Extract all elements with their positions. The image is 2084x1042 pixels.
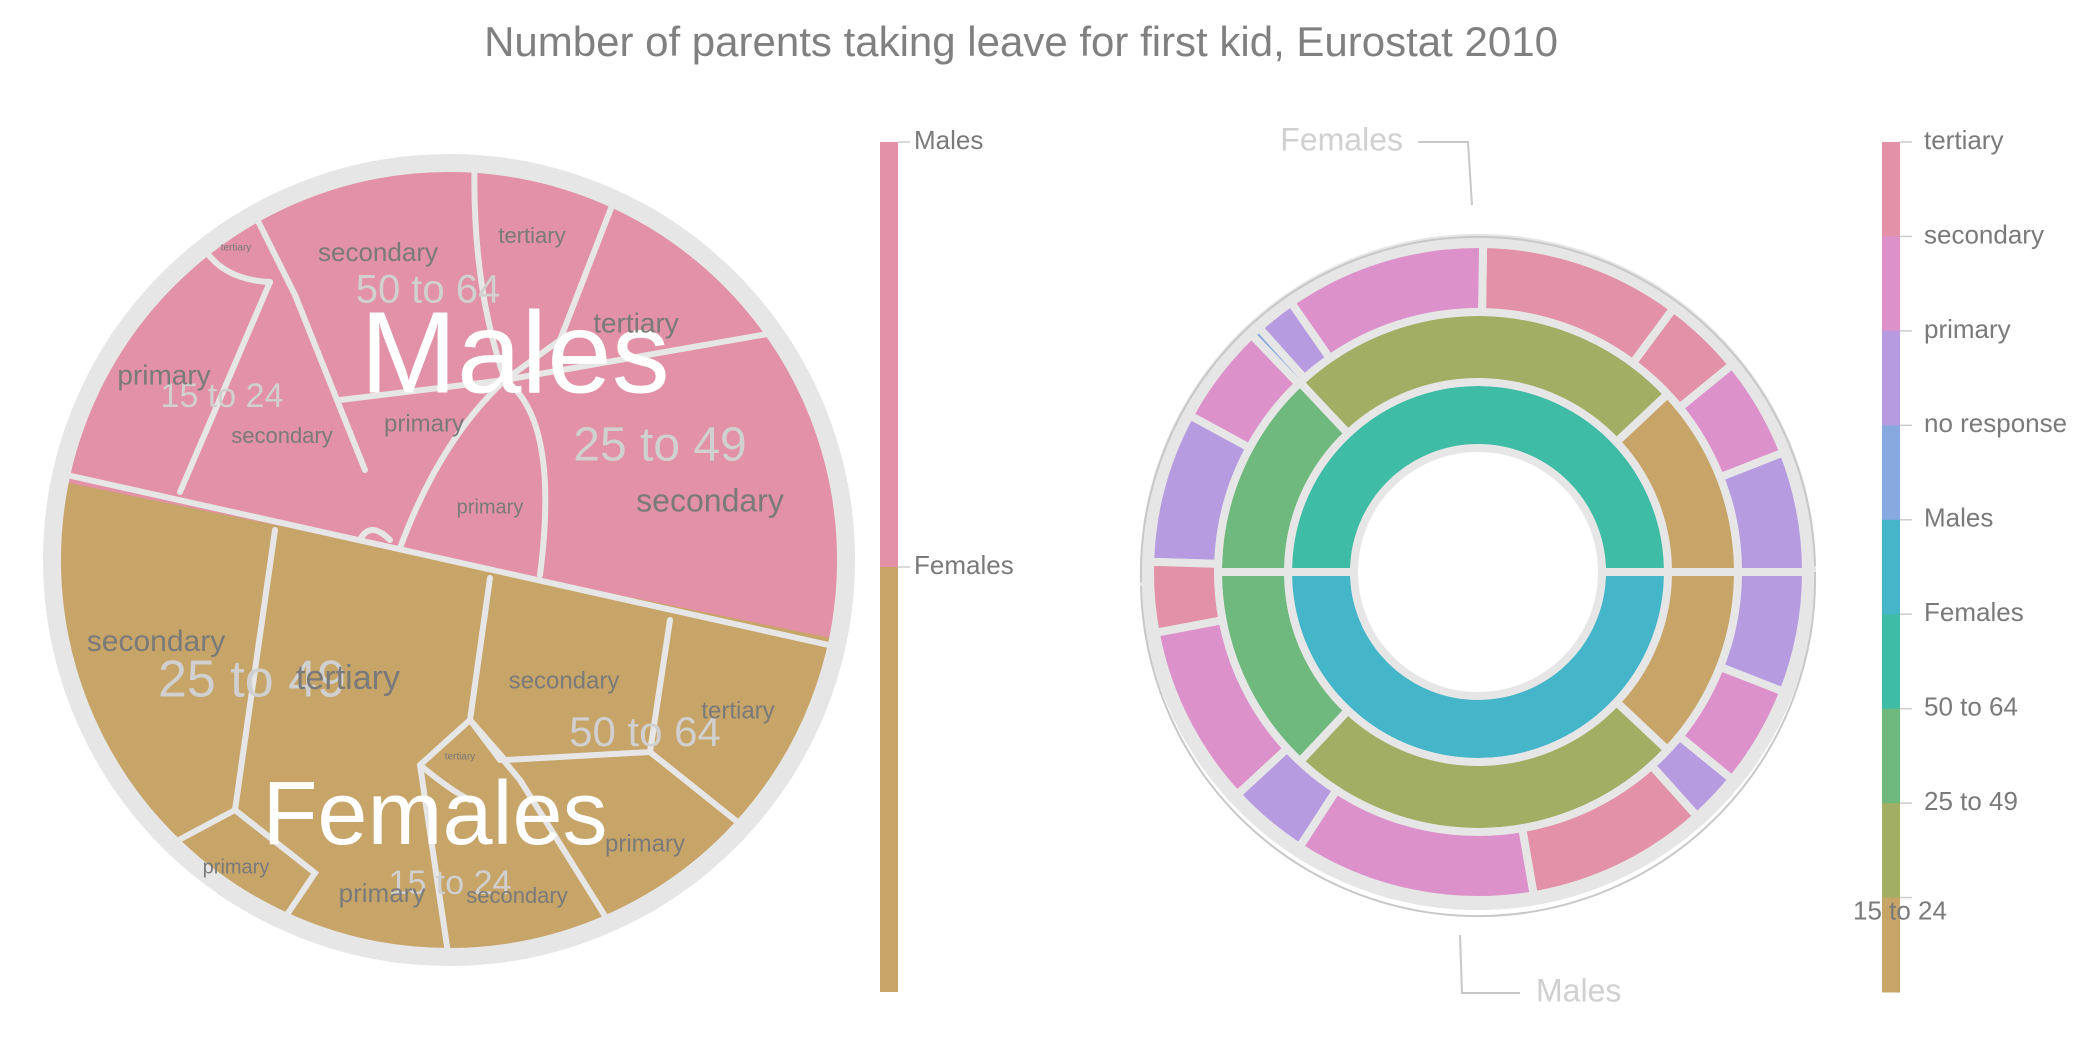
treemap-label-education: tertiary — [593, 307, 679, 338]
legend-swatch — [1882, 803, 1900, 899]
annotation-males: Males — [1536, 972, 1621, 1008]
treemap-cell-border — [467, 717, 503, 763]
treemap-label-education: tertiary — [498, 223, 565, 248]
treemap-label-education: primary — [203, 856, 270, 878]
treemap-legend: Males Females — [880, 125, 1014, 992]
legend-swatch-females — [880, 567, 898, 992]
treemap-cell-border — [502, 182, 623, 383]
legend-label: secondary — [1924, 219, 2044, 249]
legend-swatch — [1882, 897, 1900, 993]
treemap-label-education: primary — [605, 830, 685, 857]
legend-label: primary — [1924, 314, 2011, 344]
treemap-label-education: secondary — [509, 667, 620, 694]
treemap-label-education: secondary — [87, 625, 225, 658]
treemap-outer-border — [43, 154, 855, 966]
legend-swatch — [1882, 142, 1900, 237]
sunburst-chart: Females Males — [1139, 121, 1817, 1008]
treemap-label-education: secondary — [636, 482, 784, 518]
legend-swatch — [1882, 708, 1900, 804]
treemap-label-education: primary — [384, 410, 464, 437]
treemap-label-education: primary — [339, 878, 426, 908]
treemap-label-age: 15 to 24 — [389, 864, 512, 902]
treemap-cell-border — [471, 155, 508, 383]
treemap-label-age: 50 to 64 — [569, 708, 721, 755]
treemap-label-age: 25 to 49 — [573, 419, 746, 472]
treemap-cell-border — [357, 527, 393, 543]
treemap-label-females: Females — [262, 764, 607, 864]
treemap-cell-border — [202, 247, 273, 285]
legend-label-males: Males — [914, 125, 983, 155]
treemap-cell-border — [647, 617, 673, 755]
chart-title: Number of parents taking leave for first… — [484, 18, 1558, 65]
sunburst-bracket-females — [1139, 235, 1816, 583]
sunburst-hole — [1356, 450, 1600, 694]
legend-label: 15 to 24 — [1853, 895, 1947, 925]
treemap-label-education: secondary — [466, 883, 568, 908]
legend-label: 50 to 64 — [1924, 692, 2018, 722]
treemap-chart: Males Females 50 to 64 15 to 24 25 to 49 25 t… — [43, 154, 855, 966]
treemap-label-education: primary — [117, 359, 210, 390]
legend-swatch — [1882, 519, 1900, 615]
treemap-label-education: secondary — [231, 423, 333, 448]
legend-swatch — [1882, 330, 1900, 426]
legend-swatch — [1882, 236, 1900, 332]
legend-label: no response — [1924, 408, 2067, 438]
legend-label-females: Females — [914, 550, 1014, 580]
treemap-label-age: 15 to 24 — [161, 377, 284, 415]
treemap-label-education: secondary — [318, 237, 438, 267]
legend-label: Males — [1924, 503, 1993, 533]
treemap-label-education: tertiary — [296, 659, 400, 697]
treemap-label-age: 50 to 64 — [356, 268, 501, 312]
treemap-cell-border — [397, 377, 508, 551]
treemap-cell-border — [44, 466, 854, 655]
treemap-cell-border — [247, 202, 368, 473]
treemap-cell-border — [417, 762, 473, 803]
treemap-label-education: primary — [457, 496, 524, 518]
treemap-label-education: tertiary — [701, 697, 774, 724]
treemap-label-age: 25 to 49 — [158, 651, 346, 709]
legend-swatch — [1882, 614, 1900, 710]
legend-label: Females — [1924, 597, 2024, 627]
treemap-cell-border — [502, 377, 549, 578]
legend-label: 25 to 49 — [1924, 786, 2018, 816]
sunburst-ring-education — [1714, 568, 1811, 697]
treemap-cell-border — [177, 279, 273, 495]
legend-swatch-males — [880, 142, 898, 567]
annotation-leader-females — [1418, 141, 1473, 206]
sunburst-bracket-males — [1140, 571, 1817, 917]
treemap-label-males: Males — [360, 288, 669, 418]
legend-label: tertiary — [1924, 125, 2003, 155]
annotation-leader-males — [1459, 934, 1520, 994]
treemap-label-education: tertiary — [221, 243, 252, 254]
sunburst-legend: tertiary secondary primary no response Males… — [1853, 125, 2067, 993]
legend-swatch — [1882, 425, 1900, 521]
treemap-label-education: tertiary — [445, 752, 476, 763]
annotation-females: Females — [1280, 121, 1403, 157]
